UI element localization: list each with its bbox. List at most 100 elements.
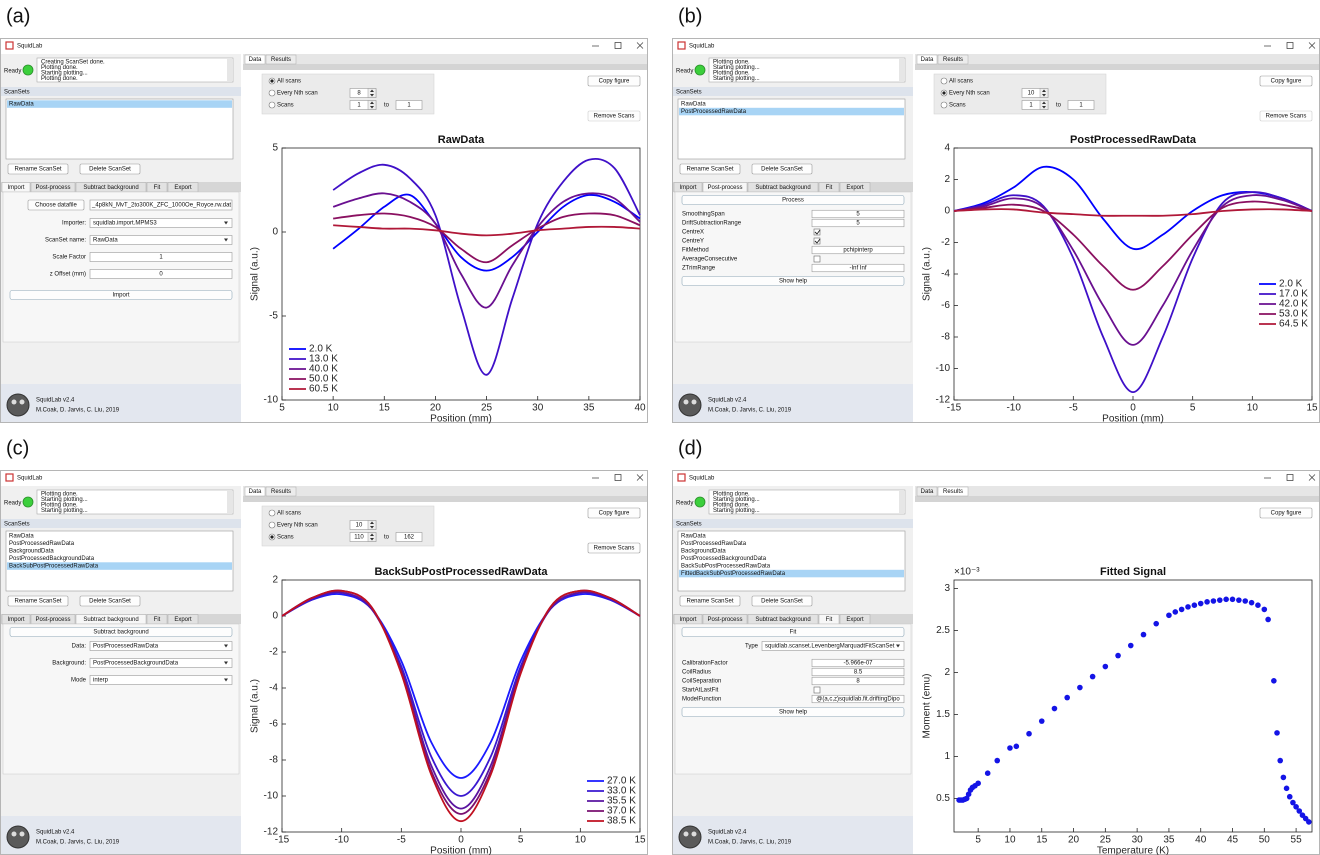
radio[interactable] xyxy=(269,510,275,516)
tab-label[interactable]: Subtract background xyxy=(83,185,138,191)
tab-label[interactable]: Export xyxy=(174,185,192,191)
button-label[interactable]: Delete ScanSet xyxy=(761,599,803,605)
radio-label[interactable]: Every Nth scan xyxy=(277,523,318,529)
radio-label[interactable]: Every Nth scan xyxy=(949,91,990,97)
radio-label[interactable]: Scans xyxy=(949,103,966,109)
button-label[interactable]: Remove Scans xyxy=(594,546,635,552)
tab-label[interactable]: Export xyxy=(846,617,864,623)
data-point xyxy=(1242,598,1248,604)
tab-label[interactable]: Results xyxy=(943,489,963,495)
tab-label[interactable]: Fit xyxy=(826,185,833,191)
range-value[interactable]: 162 xyxy=(404,535,415,541)
tab-label[interactable]: Subtract background xyxy=(755,185,810,191)
button-label[interactable]: Rename ScanSet xyxy=(14,599,61,605)
button-label[interactable]: Fit xyxy=(790,630,797,636)
property-value[interactable]: -5.966e-07 xyxy=(843,661,873,667)
tab-label[interactable]: Results xyxy=(271,489,291,495)
property-value[interactable]: 8.5 xyxy=(854,670,863,676)
button-label[interactable]: Delete ScanSet xyxy=(89,167,131,173)
scanset-item[interactable]: RawData xyxy=(9,534,34,540)
data-point xyxy=(1185,604,1191,610)
tab-label[interactable]: Export xyxy=(846,185,864,191)
tab-label[interactable]: Import xyxy=(679,617,696,623)
button-label[interactable]: Copy figure xyxy=(599,511,630,517)
tab-label[interactable]: Fit xyxy=(154,617,161,623)
tab-label[interactable]: Data xyxy=(249,57,262,63)
property-value[interactable]: @(a,c,z)squidlab.fit.driftingDipo xyxy=(816,697,900,703)
scanset-item[interactable]: FittedBackSubPostProcessedRawData xyxy=(681,571,786,577)
radio-label[interactable]: Every Nth scan xyxy=(277,91,318,97)
property-value[interactable]: -Inf Inf xyxy=(849,266,866,272)
button-label[interactable]: Delete ScanSet xyxy=(89,599,131,605)
tab-label[interactable]: Export xyxy=(174,617,192,623)
button-label[interactable]: Copy figure xyxy=(599,79,630,85)
radio[interactable] xyxy=(269,102,275,108)
radio-label[interactable]: All scans xyxy=(277,79,301,85)
spinner-value[interactable]: 110 xyxy=(354,535,364,541)
radio[interactable] xyxy=(269,90,275,96)
tab-label[interactable]: Data xyxy=(921,57,934,63)
radio-label[interactable]: All scans xyxy=(949,79,973,85)
button-label[interactable]: Show help xyxy=(779,279,808,285)
tab-label[interactable]: Post-process xyxy=(35,185,70,191)
tab-label[interactable]: Subtract background xyxy=(83,617,138,623)
scanset-item[interactable]: PostProcessedBackgroundData xyxy=(9,556,95,562)
spinner-value[interactable]: 10 xyxy=(356,523,363,529)
tab-label[interactable]: Import xyxy=(679,185,696,191)
button-label[interactable]: Rename ScanSet xyxy=(686,167,733,173)
tab-label[interactable]: Fit xyxy=(154,185,161,191)
property-value[interactable]: pchipinterp xyxy=(843,248,873,254)
property-name: CalibrationFactor xyxy=(682,661,728,667)
button-label[interactable]: Copy figure xyxy=(1271,511,1302,517)
button-label[interactable]: Choose datafile xyxy=(35,203,77,209)
scanset-item[interactable]: BackgroundData xyxy=(9,549,54,555)
tab-label[interactable]: Post-process xyxy=(707,617,742,623)
dropdown-value[interactable]: squidlab.scanset.LevenbergMarquadtFitSca… xyxy=(765,644,895,650)
scanset-item[interactable]: RawData xyxy=(681,534,706,540)
radio[interactable] xyxy=(941,102,947,108)
tab-label[interactable]: Data xyxy=(921,489,934,495)
tab-label[interactable]: Data xyxy=(249,489,262,495)
radio[interactable] xyxy=(941,78,947,84)
radio-label[interactable]: Scans xyxy=(277,103,294,109)
button-label[interactable]: Delete ScanSet xyxy=(761,167,803,173)
scanset-item[interactable]: BackSubPostProcessedRawData xyxy=(681,564,771,570)
scanset-item[interactable]: PostProcessedRawData xyxy=(681,541,747,547)
spinner-value[interactable]: 10 xyxy=(1028,91,1035,97)
button-label[interactable]: Copy figure xyxy=(1271,79,1302,85)
radio[interactable] xyxy=(269,522,275,528)
dropdown-value[interactable]: squidlab.import.MPMS3 xyxy=(93,221,157,227)
dropdown-value[interactable]: PostProcessedRawData xyxy=(93,644,159,650)
scanset-item[interactable]: PostProcessedRawData xyxy=(9,541,75,547)
scanset-item[interactable]: BackSubPostProcessedRawData xyxy=(9,564,99,570)
tab-label[interactable]: Results xyxy=(271,57,291,63)
dropdown-value[interactable]: interp xyxy=(93,678,109,684)
dropdown-value[interactable]: PostProcessedBackgroundData xyxy=(93,661,179,667)
dropdown-value[interactable]: RawData xyxy=(93,238,118,244)
tab-label[interactable]: Import xyxy=(7,617,24,623)
x-axis-label: Position (mm) xyxy=(1102,414,1164,425)
tab-label[interactable]: Fit xyxy=(826,617,833,623)
button-label[interactable]: Rename ScanSet xyxy=(14,167,61,173)
data-point xyxy=(994,758,1000,764)
scanset-item[interactable]: PostProcessedRawData xyxy=(681,109,747,115)
scanset-item[interactable]: RawData xyxy=(681,102,706,108)
scanset-item[interactable]: PostProcessedBackgroundData xyxy=(681,556,767,562)
button-label[interactable]: Process xyxy=(782,198,804,204)
button-label[interactable]: Rename ScanSet xyxy=(686,599,733,605)
tab-label[interactable]: Subtract background xyxy=(755,617,810,623)
tab-label[interactable]: Import xyxy=(7,185,24,191)
input-box[interactable] xyxy=(90,676,232,685)
tab-label[interactable]: Post-process xyxy=(707,185,742,191)
button-label[interactable]: Subtract background xyxy=(93,630,148,636)
scanset-item[interactable]: RawData xyxy=(9,102,34,108)
tab-label[interactable]: Post-process xyxy=(35,617,70,623)
radio-label[interactable]: Scans xyxy=(277,535,294,541)
checkbox[interactable] xyxy=(814,687,820,693)
button-label[interactable]: Show help xyxy=(779,710,808,716)
checkbox[interactable] xyxy=(814,256,820,262)
radio-label[interactable]: All scans xyxy=(277,511,301,517)
button-label[interactable]: Import xyxy=(112,293,129,299)
tab-label[interactable]: Results xyxy=(943,57,963,63)
scanset-item[interactable]: BackgroundData xyxy=(681,549,726,555)
